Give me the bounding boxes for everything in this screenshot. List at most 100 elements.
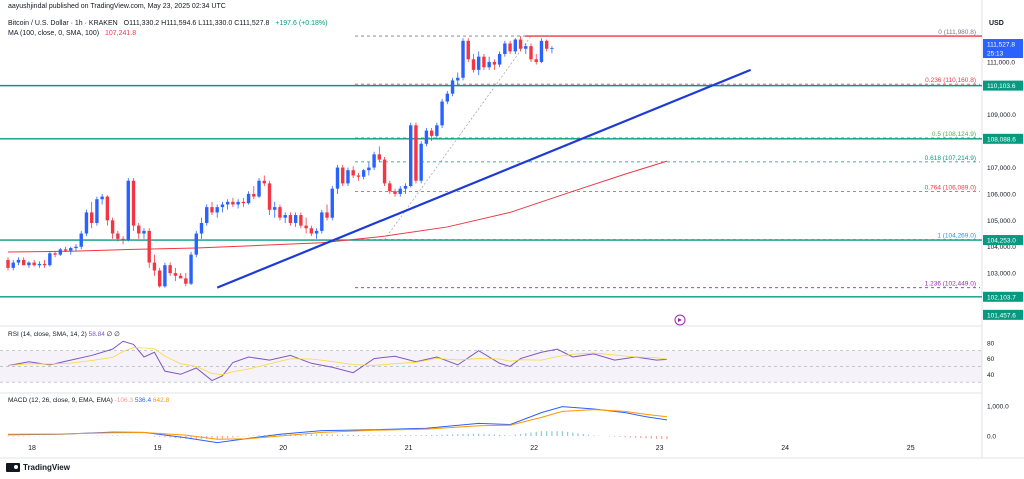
candle[interactable] bbox=[544, 39, 549, 52]
candle[interactable] bbox=[325, 204, 329, 221]
candle[interactable] bbox=[231, 197, 235, 208]
candle[interactable] bbox=[513, 38, 518, 55]
candle[interactable] bbox=[110, 217, 115, 239]
candle[interactable] bbox=[419, 141, 423, 184]
candle[interactable] bbox=[173, 267, 178, 282]
candle[interactable] bbox=[351, 166, 355, 179]
candle[interactable] bbox=[524, 43, 528, 55]
candle[interactable] bbox=[403, 183, 408, 194]
candle[interactable] bbox=[393, 188, 397, 197]
fib-anchor-line[interactable] bbox=[384, 35, 532, 240]
candle[interactable] bbox=[210, 201, 214, 216]
candle[interactable] bbox=[105, 195, 110, 226]
candle[interactable] bbox=[382, 156, 387, 187]
rsi-label[interactable]: RSI (14, close, SMA, 14, 2) bbox=[8, 331, 87, 338]
candle[interactable] bbox=[21, 257, 26, 266]
candle[interactable] bbox=[131, 178, 136, 231]
candle[interactable] bbox=[414, 122, 418, 184]
candle[interactable] bbox=[435, 122, 439, 139]
candle[interactable] bbox=[456, 72, 460, 86]
candle[interactable] bbox=[278, 204, 282, 221]
candle[interactable] bbox=[377, 146, 382, 163]
candle[interactable] bbox=[361, 168, 366, 180]
candle[interactable] bbox=[147, 228, 151, 268]
candle[interactable] bbox=[241, 197, 246, 208]
candle[interactable] bbox=[450, 77, 455, 97]
candle[interactable] bbox=[487, 56, 491, 70]
macd-line[interactable] bbox=[7, 406, 668, 444]
candle[interactable] bbox=[199, 217, 204, 239]
candle[interactable] bbox=[246, 191, 251, 205]
candle[interactable] bbox=[314, 228, 319, 239]
candle[interactable] bbox=[461, 38, 465, 81]
candle[interactable] bbox=[320, 209, 324, 234]
candle[interactable] bbox=[497, 51, 502, 68]
candle[interactable] bbox=[137, 222, 141, 239]
candle[interactable] bbox=[168, 262, 172, 276]
candle[interactable] bbox=[273, 201, 277, 218]
candle[interactable] bbox=[194, 230, 198, 258]
candle[interactable] bbox=[529, 43, 533, 62]
candle[interactable] bbox=[477, 51, 481, 76]
candle[interactable] bbox=[550, 46, 554, 54]
tradingview-logo[interactable]: TradingView bbox=[6, 463, 70, 472]
candle[interactable] bbox=[492, 59, 497, 70]
replay-icon[interactable] bbox=[674, 314, 686, 326]
rsi-line[interactable] bbox=[7, 340, 668, 382]
candle[interactable] bbox=[27, 261, 31, 268]
candle[interactable] bbox=[126, 178, 130, 242]
candle[interactable] bbox=[142, 228, 146, 239]
candle[interactable] bbox=[69, 246, 73, 255]
candle[interactable] bbox=[466, 38, 470, 62]
candle[interactable] bbox=[304, 217, 308, 234]
candle[interactable] bbox=[293, 212, 298, 227]
candle[interactable] bbox=[157, 267, 162, 288]
rsi-sma-line[interactable] bbox=[7, 347, 668, 376]
candle[interactable] bbox=[42, 259, 47, 268]
candle[interactable] bbox=[6, 257, 10, 271]
candle[interactable] bbox=[100, 193, 104, 205]
candle[interactable] bbox=[116, 230, 120, 242]
candle[interactable] bbox=[89, 201, 94, 229]
candle[interactable] bbox=[309, 225, 314, 237]
candle[interactable] bbox=[367, 162, 371, 176]
candle[interactable] bbox=[398, 186, 402, 197]
candle[interactable] bbox=[356, 172, 361, 181]
candle[interactable] bbox=[262, 175, 266, 187]
candle[interactable] bbox=[330, 186, 334, 221]
candle[interactable] bbox=[84, 209, 89, 237]
candle[interactable] bbox=[534, 54, 538, 65]
candle[interactable] bbox=[409, 122, 413, 188]
macd-label[interactable]: MACD (12, 26, close, 9, EMA, EMA) bbox=[8, 397, 113, 404]
ma-label[interactable]: MA (100, close, 0, SMA, 100) bbox=[8, 30, 100, 37]
candle[interactable] bbox=[215, 204, 219, 218]
candle[interactable] bbox=[283, 212, 287, 223]
candle[interactable] bbox=[121, 236, 125, 245]
candle[interactable] bbox=[95, 196, 99, 226]
candle[interactable] bbox=[299, 212, 303, 229]
trend-line[interactable] bbox=[216, 68, 752, 289]
candle[interactable] bbox=[79, 230, 83, 250]
candle[interactable] bbox=[16, 257, 21, 266]
candle[interactable] bbox=[471, 54, 476, 73]
candle[interactable] bbox=[48, 252, 52, 267]
candle[interactable] bbox=[341, 164, 345, 187]
candle[interactable] bbox=[508, 40, 512, 55]
candle[interactable] bbox=[205, 204, 209, 226]
candle[interactable] bbox=[288, 212, 293, 226]
candle[interactable] bbox=[163, 262, 167, 288]
candle[interactable] bbox=[53, 250, 57, 258]
ma-line[interactable] bbox=[7, 160, 668, 253]
candle[interactable] bbox=[440, 98, 444, 128]
candle[interactable] bbox=[225, 199, 230, 210]
candle[interactable] bbox=[445, 90, 450, 105]
candle[interactable] bbox=[335, 164, 340, 194]
candle[interactable] bbox=[252, 186, 256, 200]
candle[interactable] bbox=[388, 180, 392, 194]
candle[interactable] bbox=[63, 246, 68, 253]
macd-signal-line[interactable] bbox=[7, 409, 668, 440]
candle[interactable] bbox=[220, 201, 225, 213]
candle[interactable] bbox=[32, 259, 36, 267]
candle[interactable] bbox=[424, 127, 429, 147]
